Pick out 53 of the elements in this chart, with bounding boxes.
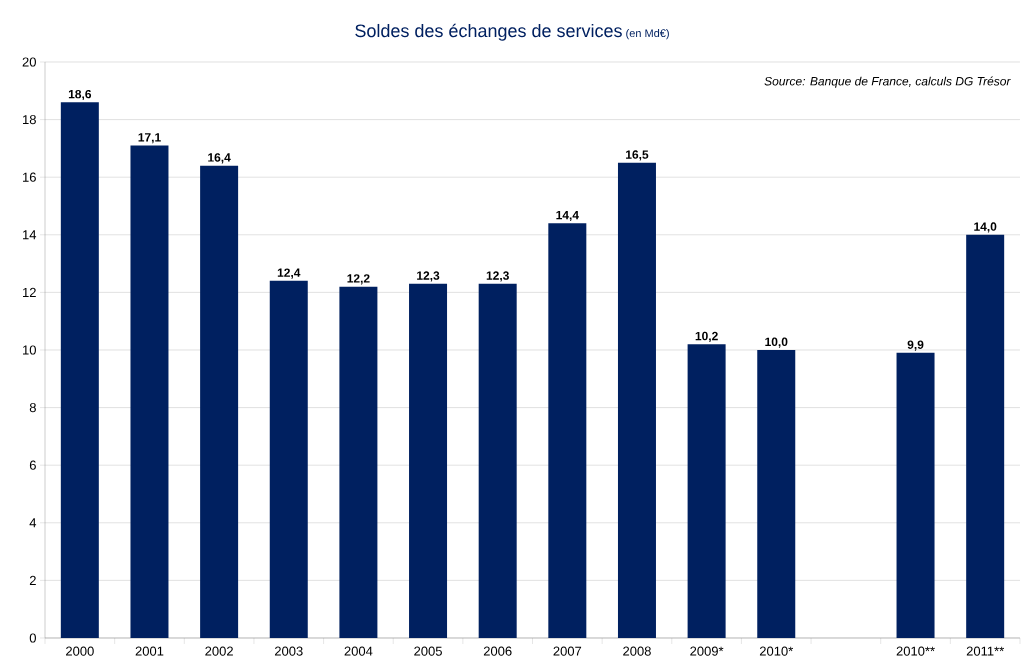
data-label: 12,3 (417, 271, 440, 282)
y-tick-label: 4 (29, 518, 37, 528)
y-tick-label: 16 (23, 172, 36, 182)
y-tick-label: 2 (29, 575, 36, 585)
x-tick-label: 2009* (690, 646, 724, 656)
bar (478, 283, 517, 638)
y-tick-label: 8 (29, 402, 36, 413)
x-tick-label: 2010* (759, 646, 794, 656)
y-tick-label: 14 (23, 230, 37, 240)
y-tick-label: 10 (23, 345, 36, 355)
bar (896, 352, 935, 638)
x-tick-label: 2008 (623, 646, 651, 656)
y-tick-label: 20 (22, 57, 36, 67)
x-tick-label: 2007 (553, 646, 582, 656)
x-tick-label: 2000 (66, 646, 94, 656)
data-label: 14,4 (556, 210, 579, 222)
y-tick-label: 0 (29, 633, 36, 643)
chart-title: Soldes des échanges de services (355, 23, 622, 41)
x-tick-label: 2002 (205, 646, 233, 656)
x-tick-label: 2003 (274, 646, 303, 656)
data-label: 16,4 (208, 153, 231, 164)
bar (966, 234, 1005, 638)
x-tick-label: 2001 (135, 646, 164, 656)
bar (757, 349, 796, 638)
bar (269, 280, 308, 638)
y-tick-label: 6 (29, 460, 36, 470)
data-label: 14,0 (974, 222, 997, 233)
y-tick-label: 18 (23, 114, 36, 125)
data-label: 12,4 (277, 268, 301, 279)
bar (617, 162, 656, 638)
data-label: 18,6 (68, 89, 92, 101)
data-label: 12,3 (486, 271, 509, 282)
chart-subtitle: (en Md€) (626, 29, 669, 40)
x-tick-label: 2004 (344, 646, 373, 656)
bar (200, 165, 239, 638)
x-tick-label: 2011** (966, 646, 1005, 656)
x-tick-label: 2010** (896, 646, 935, 656)
bar (339, 286, 378, 638)
data-label: 16,5 (626, 150, 649, 161)
annotation: Source: Banque de France, calculs DG Trésor (764, 76, 1011, 88)
y-tick-label: 12 (23, 287, 36, 297)
data-label: 10,2 (695, 331, 718, 343)
data-label: 9,9 (907, 340, 924, 351)
x-tick-label: 2005 (414, 646, 442, 656)
data-label: 10,0 (765, 337, 788, 348)
bar (130, 145, 169, 638)
bar (60, 102, 99, 638)
bar (548, 223, 587, 638)
x-tick-label: 2006 (483, 646, 512, 656)
bar (687, 344, 726, 638)
data-label: 12,2 (347, 274, 370, 285)
data-label: 17,1 (138, 133, 161, 144)
bar (409, 283, 448, 638)
